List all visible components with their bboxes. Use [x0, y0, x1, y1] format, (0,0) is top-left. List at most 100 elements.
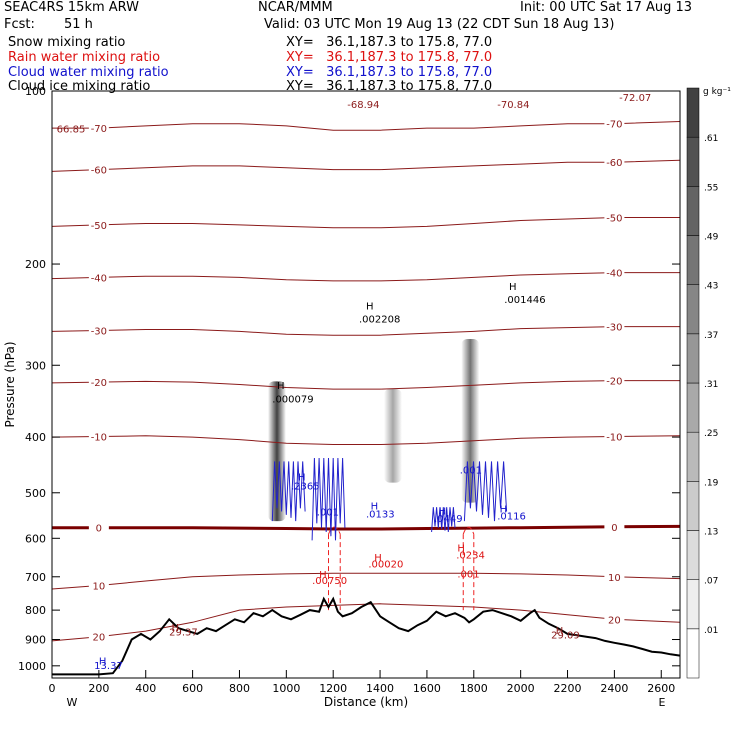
field-cloudice-name: Cloud ice mixing ratio — [8, 79, 151, 94]
colorbar-label: .61 — [704, 134, 718, 144]
contour-label-bg — [88, 323, 109, 336]
colorbar-segment — [686, 284, 700, 335]
temperature-contour — [51, 380, 680, 390]
annotation-label: H — [371, 502, 379, 513]
temperature-contour-label: 20 — [92, 633, 105, 644]
y-tick-label: 300 — [25, 359, 46, 372]
x-tick-label: 1600 — [413, 682, 441, 695]
annotation-label: -68.94 — [347, 100, 379, 111]
temperature-contour-label: 10 — [608, 573, 621, 584]
field-rain-name: Rain water mixing ratio — [8, 50, 161, 65]
x-tick-label: 800 — [229, 682, 250, 695]
annotation-label: .2365 — [291, 481, 320, 492]
x-tick-label: 200 — [88, 682, 109, 695]
cloud-water-contour — [311, 457, 346, 541]
annotation-label: .002208 — [359, 315, 400, 326]
colorbar-label: .19 — [704, 478, 719, 488]
cloud-water-contour — [463, 461, 508, 522]
temperature-contour — [51, 572, 681, 590]
x-tick-label: 0 — [49, 682, 56, 695]
colorbar-segment — [686, 530, 700, 580]
x-tick-label: 600 — [182, 682, 203, 695]
terrain-line — [52, 596, 681, 676]
contour-label-bg — [88, 121, 109, 134]
zero-isotherm — [52, 524, 681, 531]
temperature-contour-label: -30 — [91, 326, 107, 337]
snow-plume — [461, 338, 480, 503]
field-cloudwater-name: Cloud water mixing ratio — [8, 65, 169, 80]
colorbar-label: .43 — [704, 282, 718, 292]
temperature-contour — [52, 121, 681, 131]
contour-label-bg — [88, 375, 109, 388]
annotation-label: H — [99, 657, 107, 668]
colorbar-segment — [686, 382, 700, 433]
field-cloudwater-xy: XY= 36.1,187.3 to 175.8, 77.0 — [286, 65, 493, 80]
annotation-label: .0133 — [366, 509, 395, 520]
x-tick-label: 2200 — [554, 682, 582, 695]
temperature-contour — [51, 435, 681, 445]
temperature-contour-label: -60 — [91, 166, 107, 177]
rain-contour-top — [462, 526, 475, 535]
x-tick-label: 2600 — [647, 682, 675, 695]
colorbar-unit: g kg⁻¹ — [703, 87, 731, 97]
x-tick-label: 2400 — [600, 682, 628, 695]
temperature-contour-label: -20 — [91, 378, 107, 389]
annotation-label: 29.37 — [169, 628, 198, 639]
annotation-label: .000079 — [272, 394, 313, 405]
annotation-label: -72.07 — [619, 93, 651, 104]
field-snow-xy: XY= 36.1,187.3 to 175.8, 77.0 — [286, 35, 493, 50]
colorbar-label: .01 — [704, 626, 718, 636]
colorbar-segment — [686, 481, 700, 531]
annotation-label: .0449 — [434, 514, 463, 525]
snow-plume — [267, 381, 286, 522]
contour-label-bg — [604, 612, 625, 625]
temperature-contour — [51, 217, 680, 229]
contour-label-bg — [88, 217, 109, 230]
valid-time: Valid: 03 UTC Mon 19 Aug 13 (22 CDT Sun … — [264, 17, 615, 32]
contour-label-bg — [604, 429, 625, 442]
temperature-contour-label: -60 — [606, 158, 622, 169]
temperature-contour — [51, 159, 681, 172]
annotation-label: .001 — [457, 569, 479, 580]
y-tick-label: 500 — [25, 487, 46, 500]
annotation-label: H — [277, 381, 285, 392]
west-label: W — [67, 696, 78, 709]
x-tick-label: 1200 — [319, 682, 347, 695]
annotation-label: 29.09 — [551, 631, 580, 642]
y-tick-label: 100 — [25, 85, 46, 98]
snow-plume — [383, 389, 402, 483]
annotation-label: 66.85 — [57, 124, 86, 135]
forecast-value: 51 h — [64, 17, 93, 32]
rain-contour-top — [328, 526, 341, 535]
contour-label-bg — [88, 578, 109, 591]
x-axis-label: Distance (km) — [324, 695, 408, 709]
colorbar-segment — [686, 186, 700, 236]
annotation-label: H — [500, 504, 508, 515]
annotation-label: H — [457, 543, 465, 554]
contour-label-bg — [88, 520, 109, 533]
annotation-label: .00020 — [368, 560, 403, 571]
temperature-contour-label: -70 — [91, 124, 107, 135]
x-tick-label: 1000 — [272, 682, 300, 695]
annotation-label: H — [172, 623, 180, 634]
annotation-label: .0116 — [497, 512, 526, 523]
temperature-contour-label: -10 — [91, 432, 107, 443]
colorbar-segment — [686, 87, 700, 138]
x-tick-label: 2000 — [507, 682, 535, 695]
annotation-label: H — [439, 506, 447, 517]
temperature-contour — [51, 603, 681, 642]
x-tick-label: 1400 — [366, 682, 394, 695]
y-axis-label: Pressure (hPa) — [3, 341, 17, 427]
colorbar-segment — [686, 579, 700, 630]
annotation-label: H — [374, 553, 382, 564]
colorbar-label: .55 — [704, 183, 718, 193]
colorbar-segment — [686, 628, 700, 679]
y-tick-label: 700 — [25, 571, 46, 584]
contour-label-bg — [604, 155, 625, 168]
temperature-contour — [51, 272, 680, 282]
east-label: E — [659, 696, 666, 709]
annotation-label: 13.37 — [94, 661, 123, 672]
forecast-label: Fcst: — [4, 17, 35, 32]
plot-frame — [51, 90, 681, 679]
colorbar-segment — [686, 136, 700, 187]
